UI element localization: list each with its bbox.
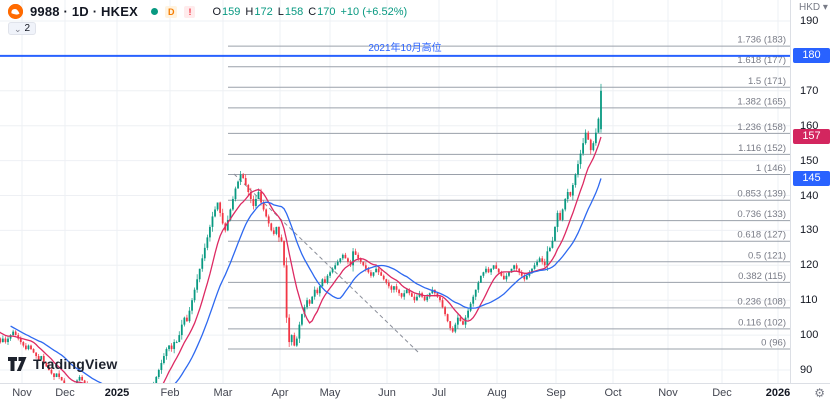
- plot-area[interactable]: 1.736 (183) 1.618 (177) 1.5 (171) 1.382 (16…: [0, 0, 790, 401]
- time-scale[interactable]: ⚙ Nov Dec 2025 Feb Mar Apr May Jun Jul Aug Sep Oct N…: [0, 383, 830, 401]
- price-tick-label: 140: [800, 189, 819, 202]
- price-scale[interactable]: HKD ▾ 9010011012013014015016017018019018…: [790, 0, 830, 383]
- grid: [0, 0, 790, 383]
- price-tick-label: 90: [800, 364, 813, 376]
- tradingview-logo[interactable]: TradingView: [8, 356, 117, 372]
- delayed-data-icon[interactable]: D: [164, 5, 178, 18]
- time-tick-label: 2026: [765, 387, 791, 399]
- fib-label: 0.116 (102): [738, 317, 786, 328]
- market-status-icon[interactable]: [150, 8, 158, 15]
- price-tick-label: 130: [800, 224, 819, 237]
- fib-label: 0.5 (121): [748, 250, 786, 261]
- fib-label: 0.618 (127): [737, 230, 786, 241]
- fib-label: 0.382 (115): [738, 271, 786, 282]
- time-tick-label: Apr: [271, 387, 289, 399]
- ohlc-values: O 159 H 172 L 158 C 170 +10 (+6.52%): [212, 6, 407, 18]
- high-label: H: [245, 5, 254, 18]
- open-label: O: [212, 5, 222, 18]
- ma-fast-line[interactable]: [0, 136, 602, 401]
- fib-label: 0.236 (108): [737, 296, 786, 307]
- price-tick-label: 100: [800, 329, 819, 342]
- fib-label: 1.116 (152): [738, 143, 786, 154]
- fib-label: 0 (96): [761, 338, 786, 349]
- high-value: 172: [254, 5, 273, 18]
- symbol-logo-icon[interactable]: [8, 4, 23, 19]
- symbol-title[interactable]: 9988 · 1D · HKEX: [30, 4, 138, 19]
- tradingview-glyph-icon: [8, 357, 27, 371]
- open-value: 159: [222, 5, 241, 18]
- fib-label: 1 (146): [756, 163, 786, 174]
- alibaba-logo-icon: [8, 4, 23, 19]
- fib-label: 1.236 (158): [737, 122, 786, 133]
- gear-icon[interactable]: ⚙: [814, 386, 825, 400]
- fib-label: 0.853 (139): [737, 189, 786, 200]
- fib-label: 0.736 (133): [737, 209, 786, 220]
- price-tick-label: 110: [800, 294, 818, 307]
- time-tick-label: 2025: [104, 387, 130, 399]
- currency-dropdown[interactable]: HKD ▾: [799, 2, 828, 13]
- price-tick-label: 150: [800, 154, 819, 167]
- fib-label: 1.382 (165): [737, 96, 786, 107]
- price-tick-label: 120: [800, 259, 819, 272]
- time-tick-label: Oct: [604, 387, 622, 399]
- close-label: C: [308, 5, 317, 18]
- chevron-down-icon: ⌄: [14, 23, 22, 34]
- time-tick-label: Jun: [378, 387, 396, 399]
- object-tree-collapse-button[interactable]: ⌄ 2: [8, 22, 37, 35]
- fib-label: 1.736 (183): [737, 35, 786, 46]
- price-tick-label: 190: [800, 15, 819, 27]
- drawing-count: 2: [24, 22, 31, 34]
- tradingview-logo-text: TradingView: [33, 356, 118, 372]
- horizontal-line-label: 2021年10月高位: [368, 41, 441, 54]
- change-value: +10 (+6.52%): [340, 5, 408, 18]
- close-value: 170: [317, 5, 336, 18]
- time-tick-label: Sep: [546, 387, 566, 399]
- time-tick-label: Nov: [12, 387, 32, 399]
- price-label-box[interactable]: 157: [793, 128, 830, 144]
- fib-label: 1.5 (171): [748, 76, 786, 87]
- symbol-header: 9988 · 1D · HKEX D ! O 159 H 172 L 158 C 170…: [8, 4, 407, 19]
- low-value: 158: [284, 5, 304, 18]
- price-tick-label: 170: [800, 84, 819, 97]
- time-tick-label: Dec: [712, 387, 732, 399]
- price-label-box[interactable]: 180: [793, 48, 830, 64]
- time-tick-label: Aug: [487, 387, 507, 399]
- alert-icon[interactable]: !: [184, 5, 196, 18]
- fib-label: 1.618 (177): [737, 55, 786, 66]
- trend-line-drawing[interactable]: [233, 173, 419, 353]
- time-tick-label: Mar: [213, 387, 233, 399]
- time-tick-label: Dec: [55, 387, 75, 399]
- time-tick-label: Jul: [431, 387, 447, 399]
- price-label-box[interactable]: 145: [793, 170, 830, 186]
- ma-slow-line[interactable]: [10, 178, 602, 399]
- low-label: L: [277, 5, 284, 18]
- time-tick-label: Feb: [160, 387, 180, 399]
- time-tick-label: Nov: [658, 387, 678, 399]
- time-tick-label: May: [319, 387, 341, 399]
- candlestick-series: [0, 83, 602, 383]
